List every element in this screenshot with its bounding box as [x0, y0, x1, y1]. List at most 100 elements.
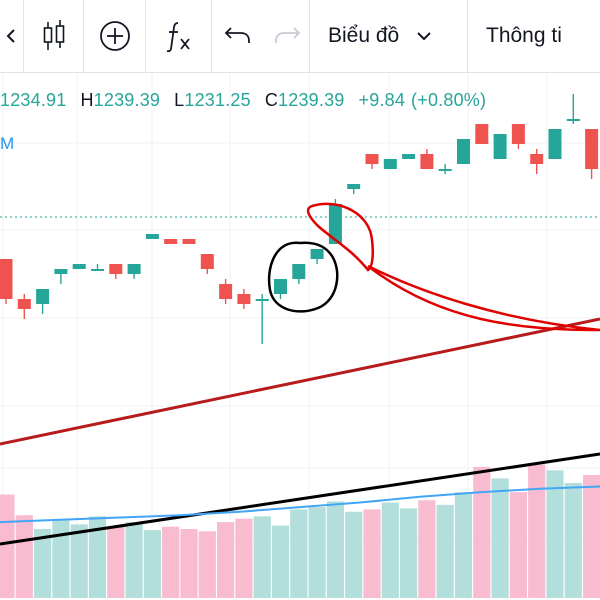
- chevron-down-icon: [417, 32, 431, 41]
- plus-circle-icon: [99, 21, 130, 51]
- chart-toolbar: Biểu đồ Thông ti: [0, 0, 600, 73]
- ohlc-legend: 1234.91 H1239.39 L1231.25 C1239.39 +9.84 (+0.…: [0, 90, 500, 111]
- candle-body: [36, 289, 50, 304]
- candle-body: [402, 154, 416, 159]
- candle-body: [17, 299, 31, 309]
- candle-body: [182, 239, 196, 244]
- volume-bar: [564, 483, 582, 598]
- ohlc-close-value: 1239.39: [278, 90, 345, 110]
- volume-bar: [253, 516, 271, 598]
- redo-icon: [274, 27, 300, 43]
- chart-menu-label: Biểu đồ: [328, 24, 400, 47]
- black-circle-annotation: [267, 241, 339, 313]
- candle-body: [548, 129, 562, 159]
- volume-bar: [198, 531, 216, 598]
- volume-bar: [52, 519, 70, 598]
- volume-bar: [107, 526, 125, 598]
- candle-body: [109, 264, 123, 274]
- candle-body: [255, 299, 269, 301]
- volume-bar: [0, 494, 15, 598]
- hand-drawn-annotations: [267, 202, 600, 332]
- volume-bar: [34, 529, 52, 598]
- info-menu-button[interactable]: Thông ti: [468, 0, 600, 72]
- candle-body: [383, 159, 397, 169]
- candle-body: [475, 124, 489, 144]
- candle-body: [420, 154, 434, 169]
- indicator-lines: [0, 216, 600, 546]
- undo-icon: [224, 27, 250, 43]
- candle-body: [164, 239, 178, 244]
- red-loop-annotation: [306, 202, 375, 272]
- volume-bar: [528, 464, 546, 598]
- red-arrow-annotation: [367, 264, 600, 332]
- candle-body: [237, 294, 251, 304]
- volume-bars: [0, 464, 600, 598]
- ohlc-high-value: 1239.39: [93, 90, 161, 110]
- chevron-left-icon: [6, 29, 15, 43]
- candle-body: [145, 234, 159, 239]
- candle-body: [365, 154, 379, 164]
- volume-bar: [345, 511, 363, 598]
- volume-bar: [70, 524, 88, 598]
- volume-bar: [235, 518, 253, 598]
- volume-bar: [546, 470, 564, 598]
- candlesticks: [0, 94, 599, 344]
- candle-body: [585, 129, 599, 169]
- candle-body: [292, 264, 306, 279]
- volume-bar: [418, 500, 436, 598]
- volume-bar: [400, 508, 418, 598]
- candle-body: [274, 279, 287, 294]
- add-indicator-button[interactable]: [84, 0, 146, 72]
- volume-bar: [308, 507, 326, 598]
- candle-body: [72, 264, 86, 269]
- redo-button[interactable]: [264, 0, 310, 72]
- volume-bar: [363, 509, 381, 598]
- candle-body: [457, 139, 470, 164]
- undo-button[interactable]: [212, 0, 264, 72]
- volume-bar: [290, 509, 308, 598]
- info-menu-label: Thông ti: [486, 24, 562, 47]
- moving-average-long-line: [0, 317, 600, 446]
- ohlc-high-key: H: [80, 90, 94, 110]
- volume-bar: [180, 529, 198, 598]
- ohlc-open-value: 1234.91: [0, 90, 67, 110]
- series-label: M: [0, 134, 15, 153]
- ohlc-low-key: L: [174, 90, 185, 110]
- volume-bar: [436, 504, 454, 598]
- function-fx-icon: [166, 22, 190, 53]
- candle-body: [91, 269, 104, 271]
- volume-bar: [491, 478, 509, 598]
- ohlc-low-value: 1231.25: [184, 90, 251, 110]
- candle-body: [328, 204, 342, 244]
- volume-bar: [473, 466, 491, 598]
- candle-body: [566, 119, 580, 121]
- candle-body: [54, 269, 68, 274]
- chart-type-button[interactable]: [24, 0, 84, 72]
- candle-body: [511, 124, 525, 144]
- volume-bar: [454, 492, 473, 598]
- volume-bar: [143, 530, 161, 598]
- candlestick-icon: [43, 20, 64, 50]
- volume-bar: [162, 526, 180, 598]
- volume-moving-average-line: [0, 485, 600, 524]
- volume-bar: [88, 516, 107, 598]
- volume-bar: [509, 492, 527, 598]
- candle-body: [493, 134, 507, 159]
- volume-bar: [583, 474, 600, 598]
- candle-body: [347, 184, 361, 189]
- candle-body: [438, 169, 452, 171]
- ohlc-change-percent: (+0.80%): [411, 90, 487, 110]
- volume-bar: [271, 525, 290, 598]
- candle-body: [127, 264, 141, 274]
- moving-average-black-line: [0, 452, 600, 546]
- collapse-chevron-button[interactable]: [0, 0, 24, 72]
- chart-menu-dropdown[interactable]: Biểu đồ: [310, 0, 468, 72]
- volume-bar: [15, 515, 33, 598]
- candle-body: [310, 249, 324, 259]
- indicators-button[interactable]: [146, 0, 212, 72]
- volume-bar: [381, 502, 399, 598]
- price-chart[interactable]: [0, 73, 600, 600]
- ohlc-close-key: C: [264, 90, 279, 110]
- candle-body: [530, 154, 544, 164]
- volume-bar: [326, 501, 344, 598]
